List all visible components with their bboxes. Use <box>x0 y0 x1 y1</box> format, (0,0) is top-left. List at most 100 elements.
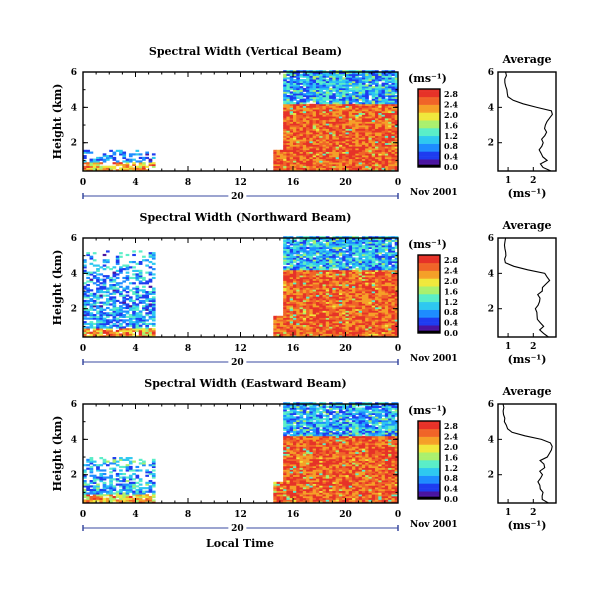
heat-cell <box>128 155 133 158</box>
heat-cell <box>361 72 366 75</box>
heat-cell <box>283 321 287 324</box>
heat-cell <box>342 165 346 168</box>
heat-cell <box>345 303 350 306</box>
heat-cell <box>145 308 150 311</box>
heat-cell <box>348 149 353 152</box>
heat-cell <box>338 102 343 105</box>
heat-cell <box>365 262 369 265</box>
heat-cell <box>319 314 323 317</box>
heat-cell <box>348 271 353 274</box>
heat-cell <box>329 333 333 336</box>
heat-cell <box>315 331 320 334</box>
heat-cell <box>335 301 340 304</box>
heat-cell <box>312 331 317 334</box>
heat-cell <box>109 308 113 311</box>
heat-cell <box>384 278 389 281</box>
heat-cell <box>132 303 136 306</box>
heat-cell <box>371 128 376 131</box>
heat-cell <box>335 324 340 327</box>
heat-cell <box>358 239 363 242</box>
heat-cell <box>361 117 366 121</box>
heat-cell <box>368 130 373 133</box>
heat-cell <box>302 116 307 119</box>
heat-cell <box>299 125 304 128</box>
heat-cell <box>315 324 320 327</box>
heat-cell <box>381 312 386 315</box>
heat-cell <box>296 257 300 260</box>
heat-cell <box>83 299 87 303</box>
heat-cell <box>325 328 330 331</box>
heat-cell <box>283 246 287 250</box>
heat-cell <box>92 165 97 168</box>
heat-cell <box>375 146 379 149</box>
heat-cell <box>329 160 333 163</box>
heat-cell <box>368 276 373 280</box>
heat-cell <box>319 322 323 326</box>
heat-cell <box>329 133 333 137</box>
heat-cell <box>345 84 350 87</box>
heat-cell <box>283 93 287 96</box>
heat-cell <box>315 133 320 137</box>
heat-cell <box>355 149 360 152</box>
heat-cell <box>378 110 382 114</box>
heat-cell <box>391 142 396 145</box>
heat-cell <box>325 312 330 315</box>
heat-cell <box>312 308 317 311</box>
heat-cell <box>286 291 291 294</box>
heat-cell <box>96 264 100 267</box>
heat-cell <box>375 276 379 280</box>
heat-cell <box>335 117 340 121</box>
heat-cell <box>302 271 307 274</box>
heat-cell <box>112 331 117 334</box>
heat-cell <box>394 165 399 168</box>
heat-cell <box>296 137 300 140</box>
heat-cell <box>151 314 156 317</box>
heat-cell <box>289 259 294 262</box>
heat-cell <box>375 156 379 160</box>
heat-cell <box>312 310 317 313</box>
heat-cell <box>315 246 320 250</box>
heat-cell <box>286 86 291 89</box>
heat-cell <box>348 259 353 262</box>
heat-cell <box>388 128 392 131</box>
heat-cell <box>315 98 320 101</box>
heat-cell <box>329 156 333 160</box>
heat-cell <box>151 333 156 336</box>
heat-cell <box>348 130 353 133</box>
heat-cell <box>348 296 353 299</box>
colorbar-swatch <box>418 159 440 161</box>
heat-cell <box>348 250 353 253</box>
heat-cell <box>322 135 327 138</box>
heat-cell <box>289 156 294 160</box>
heat-cell <box>315 317 320 320</box>
heat-cell <box>371 146 376 149</box>
heat-cell <box>99 331 104 334</box>
heat-cell <box>335 312 340 315</box>
heat-cell <box>329 140 333 144</box>
heat-cell <box>394 285 399 288</box>
heat-cell <box>283 135 287 138</box>
heat-cell <box>325 86 330 89</box>
heat-cell <box>388 252 392 255</box>
heat-cell <box>325 75 330 78</box>
heat-cell <box>375 266 379 269</box>
heat-cell <box>378 271 382 274</box>
heat-cell <box>345 310 350 313</box>
heat-cell <box>394 163 399 167</box>
heat-cell <box>122 319 127 322</box>
heat-cell <box>348 100 353 103</box>
heat-cell <box>322 315 327 318</box>
heat-cell <box>312 94 317 98</box>
heat-cell <box>394 321 399 324</box>
heat-cell <box>355 306 360 310</box>
heat-cell <box>325 280 330 283</box>
heat-cell <box>381 243 386 246</box>
heat-cell <box>99 305 104 308</box>
heat-cell <box>325 266 330 269</box>
colorbar-swatch <box>418 102 440 104</box>
heat-cell <box>378 269 382 272</box>
heat-cell <box>312 276 317 280</box>
heat-cell <box>309 285 314 288</box>
heat-cell <box>276 155 281 158</box>
heat-cell <box>306 260 310 264</box>
